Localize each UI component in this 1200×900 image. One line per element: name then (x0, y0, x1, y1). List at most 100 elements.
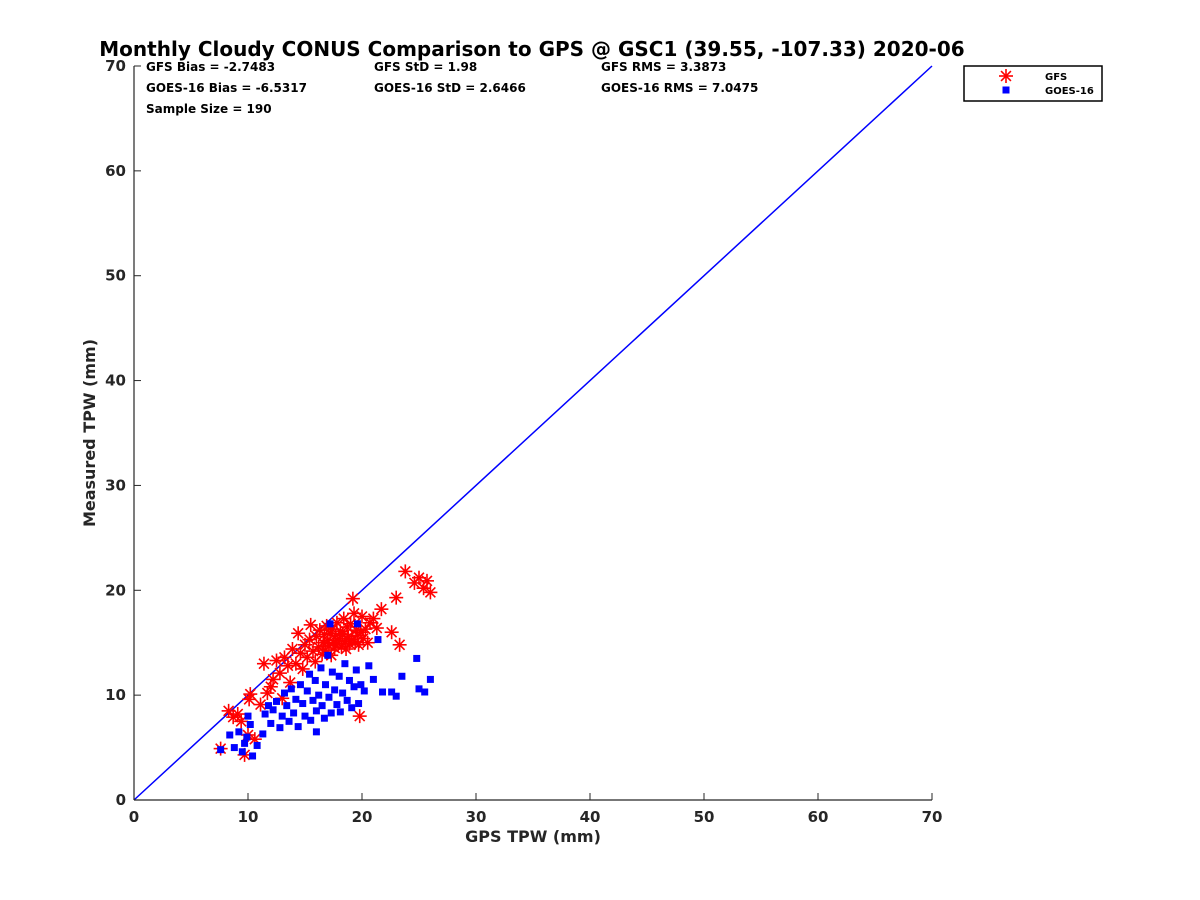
legend-box (963, 65, 1103, 102)
data-point (235, 728, 243, 736)
data-point (326, 620, 334, 628)
data-point (353, 620, 361, 628)
chart-title: Monthly Cloudy CONUS Comparison to GPS @… (99, 37, 964, 61)
data-point (287, 685, 295, 693)
data-point (357, 681, 365, 689)
data-point (301, 712, 309, 720)
data-point (285, 717, 293, 725)
data-point (360, 687, 368, 695)
data-point (230, 744, 238, 752)
x-tick-label: 0 (129, 808, 139, 826)
x-tick-label: 30 (466, 808, 487, 826)
legend-label: GFS (1045, 72, 1067, 83)
data-point (423, 585, 438, 600)
data-point (295, 661, 310, 676)
data-point (267, 719, 275, 727)
x-tick-label: 60 (808, 808, 829, 826)
y-tick-label: 70 (105, 57, 126, 75)
data-point (324, 651, 332, 659)
data-point (243, 687, 258, 702)
y-tick-label: 10 (105, 686, 126, 704)
data-point (413, 654, 421, 662)
y-ticks: 0 10 20 30 40 50 60 70 (105, 57, 141, 809)
data-point (392, 692, 400, 700)
data-point (234, 714, 249, 729)
data-point (238, 748, 246, 756)
data-point (343, 696, 351, 704)
data-point (280, 658, 295, 673)
legend-marker-goes-16 (1002, 86, 1010, 94)
data-point (292, 695, 300, 703)
data-point (317, 664, 325, 672)
plot-area: 0 10 20 30 40 50 60 70 0 10 20 30 40 50 60 70 (105, 57, 942, 826)
x-tick-label: 20 (352, 808, 373, 826)
legend-label: GOES-16 (1045, 86, 1094, 97)
data-point (355, 700, 363, 708)
data-point (294, 723, 302, 731)
data-point (217, 746, 225, 754)
one-to-one-line (133, 65, 933, 801)
data-point (352, 709, 367, 724)
y-tick-label: 30 (105, 476, 126, 494)
data-point (318, 702, 326, 710)
data-point (283, 702, 291, 710)
data-point (303, 617, 318, 632)
data-point (384, 625, 399, 640)
data-point (369, 675, 377, 683)
stat-label: Sample Size = 190 (146, 102, 272, 116)
data-point (341, 660, 349, 668)
data-point (374, 602, 389, 617)
data-point (299, 700, 307, 708)
data-point (307, 716, 315, 724)
y-tick-label: 40 (105, 372, 126, 390)
data-point (426, 675, 434, 683)
stat-label: GFS StD = 1.98 (374, 60, 477, 74)
data-point (339, 689, 347, 697)
data-point (290, 709, 298, 717)
stat-label: GFS Bias = -2.7483 (146, 60, 275, 74)
data-point (296, 681, 304, 689)
data-point (352, 666, 360, 674)
data-point (328, 668, 336, 676)
data-point (291, 626, 306, 641)
data-point (272, 666, 287, 681)
data-point (246, 721, 254, 729)
data-point (273, 697, 280, 705)
data-point (261, 710, 269, 718)
y-tick-label: 60 (105, 162, 126, 180)
stat-label: GOES-16 RMS = 7.0475 (601, 81, 758, 95)
data-point (280, 689, 288, 697)
legend-items: GFS GOES-16 (999, 69, 1094, 97)
data-point (309, 696, 317, 704)
data-point (333, 701, 341, 709)
reference-line-layer (133, 65, 933, 801)
data-point (303, 687, 311, 695)
x-tick-label: 50 (694, 808, 715, 826)
data-point (312, 728, 320, 736)
data-point (348, 704, 356, 712)
data-point (320, 714, 328, 722)
x-tick-label: 10 (238, 808, 259, 826)
data-point (392, 637, 407, 652)
data-point (306, 670, 314, 678)
data-point (322, 681, 330, 689)
x-ticks: 0 10 20 30 40 50 60 70 (129, 793, 943, 826)
data-point (249, 752, 257, 760)
data-points-layer (213, 564, 438, 762)
data-point (243, 733, 251, 741)
data-point (226, 731, 234, 739)
x-tick-label: 40 (580, 808, 601, 826)
data-point (398, 672, 406, 680)
legend-marker-gfs (999, 69, 1013, 83)
axes-layer (133, 66, 932, 801)
stat-label: GOES-16 StD = 2.6466 (374, 81, 526, 95)
series-gfs (213, 564, 438, 762)
data-point (365, 662, 373, 670)
data-point (419, 573, 434, 588)
data-point (335, 672, 343, 680)
x-tick-label: 70 (922, 808, 943, 826)
stat-label: GFS RMS = 3.3873 (601, 60, 726, 74)
data-point (355, 609, 369, 624)
data-point (265, 702, 273, 710)
